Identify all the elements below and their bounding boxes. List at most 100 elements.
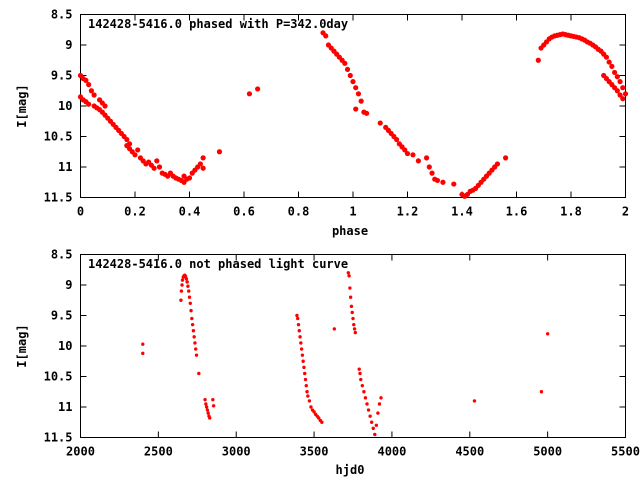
- data-point: [141, 351, 145, 356]
- data-point: [394, 136, 400, 143]
- y-tick-label: 9.5: [51, 309, 73, 323]
- data-point: [179, 289, 184, 293]
- data-point: [614, 74, 620, 80]
- x-tick-label: 0.2: [124, 205, 146, 219]
- data-point: [187, 295, 192, 299]
- data-point: [352, 327, 357, 331]
- data-point: [205, 408, 210, 412]
- data-point: [312, 410, 316, 414]
- unphased-light-curve-panel: 8.5 9 9.5 10 10.5 11 11.5 2000 2500 3000 3500 4000…: [15, 248, 640, 478]
- data-point: [302, 365, 306, 370]
- data-point: [472, 399, 477, 403]
- data-point: [362, 390, 366, 394]
- x-tick-label: 0.8: [288, 205, 310, 219]
- x-tick-label: 3000: [222, 445, 251, 459]
- data-point: [451, 181, 457, 187]
- data-point: [353, 106, 359, 112]
- data-point: [348, 286, 352, 290]
- data-point: [86, 82, 92, 88]
- data-point: [189, 308, 193, 313]
- data-point: [350, 79, 356, 85]
- data-point: [179, 298, 183, 302]
- data-point: [246, 91, 253, 97]
- data-point: [617, 92, 623, 98]
- y-axis-ticks: 8.5 9 9.5 10 10.5 11 11.5: [44, 248, 626, 445]
- y-tick-label: 10.5: [44, 130, 73, 144]
- data-point: [351, 316, 355, 321]
- data-point: [377, 120, 383, 126]
- data-point: [299, 341, 303, 345]
- data-point: [535, 57, 541, 63]
- data-point: [297, 329, 301, 333]
- data-point: [135, 147, 141, 153]
- y-tick-label: 11: [58, 160, 72, 174]
- x-tick-label: 4500: [455, 445, 484, 459]
- data-point: [358, 98, 364, 104]
- data-point: [296, 322, 301, 327]
- x-tick-label: 2000: [66, 445, 95, 459]
- y-tick-label: 8.5: [51, 248, 73, 262]
- data-point: [124, 136, 130, 143]
- data-point: [194, 353, 199, 357]
- x-tick-label: 1.4: [451, 205, 473, 219]
- data-point: [192, 335, 196, 339]
- data-point: [609, 63, 615, 69]
- data-point: [255, 86, 261, 92]
- data-point: [376, 411, 380, 415]
- data-point: [603, 54, 610, 60]
- data-point: [320, 420, 324, 424]
- data-point: [296, 316, 300, 321]
- y-tick-label: 11: [58, 400, 72, 414]
- x-tick-label: 5000: [533, 445, 562, 459]
- data-point: [197, 161, 203, 167]
- data-point: [494, 161, 501, 167]
- data-point: [188, 301, 192, 305]
- x-tick-label: 0: [77, 205, 84, 219]
- data-point: [216, 149, 223, 155]
- y-tick-label: 10: [58, 99, 72, 113]
- data-point: [132, 152, 138, 158]
- data-point: [295, 313, 299, 318]
- data-point: [410, 152, 416, 158]
- y-tick-label: 11.5: [44, 431, 73, 445]
- y-tick-label: 8.5: [51, 8, 73, 22]
- x-tick-label: 5500: [611, 445, 640, 459]
- data-point: [185, 280, 189, 284]
- data-point: [307, 399, 312, 403]
- chart-title: 142428-5416.0 not phased light curve: [88, 257, 348, 271]
- chart-title: 142428-5416.0 phased with P=342.0day: [88, 17, 348, 31]
- x-tick-label: 1.6: [506, 205, 528, 219]
- x-axis-label: phase: [332, 224, 368, 238]
- x-tick-label: 2: [622, 205, 629, 219]
- data-point: [402, 147, 408, 153]
- data-point: [620, 85, 626, 91]
- data-point: [622, 91, 629, 97]
- data-point: [298, 335, 302, 339]
- data-point: [190, 322, 195, 327]
- y-tick-label: 10: [58, 339, 72, 353]
- data-point: [197, 371, 201, 376]
- data-point: [440, 179, 446, 185]
- data-point: [300, 353, 305, 357]
- data-point: [355, 91, 362, 97]
- data-point: [379, 396, 383, 400]
- data-point: [503, 155, 509, 161]
- data-point: [358, 371, 362, 376]
- data-point: [187, 289, 191, 293]
- data-point: [360, 383, 365, 388]
- data-point: [359, 377, 363, 382]
- y-axis-ticks: 8.5 9 9.5 10 10.5 11 11.5: [44, 8, 626, 205]
- data-point: [203, 397, 207, 402]
- plot-frame: [80, 254, 626, 438]
- data-point: [180, 278, 185, 282]
- data-point: [545, 332, 550, 336]
- data-point: [299, 347, 304, 351]
- data-point: [323, 33, 329, 39]
- data-point: [614, 88, 620, 94]
- y-axis-label: I[mag]: [15, 84, 29, 127]
- data-point: [429, 170, 435, 176]
- data-point: [357, 367, 361, 371]
- data-point: [344, 66, 351, 72]
- data-point: [88, 88, 94, 94]
- data-point: [364, 110, 370, 116]
